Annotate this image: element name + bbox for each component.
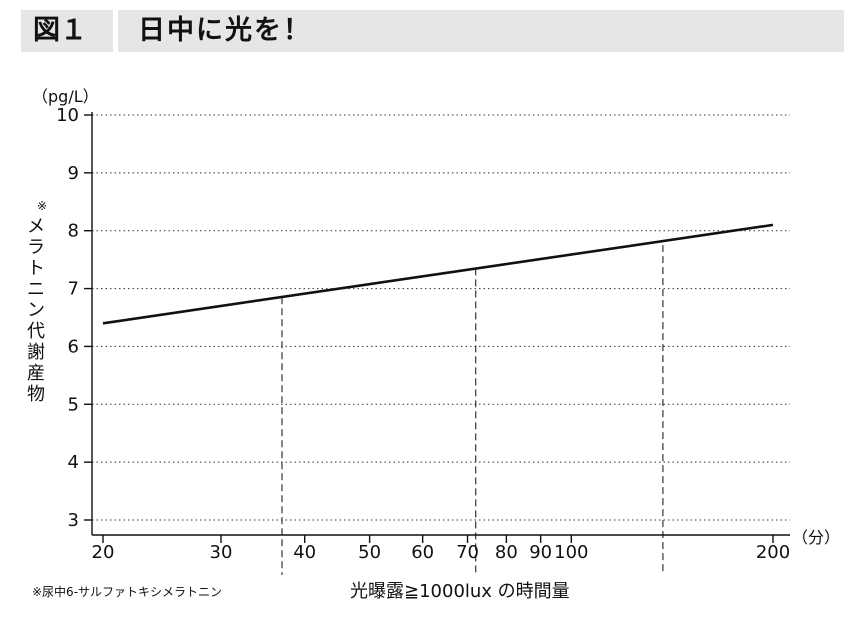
y-tick-label-4: 4 — [68, 452, 79, 473]
y-axis-label-char: メ — [27, 216, 45, 237]
series — [102, 223, 774, 325]
y-axis-label-char: ラ — [27, 237, 45, 258]
y-axis-label-char: ニ — [27, 279, 45, 300]
figure-title: 日中に光を！ — [138, 15, 312, 46]
y-tick-label-7: 7 — [68, 279, 79, 300]
series-line-1 — [102, 223, 774, 325]
y-tick-label-10: 10 — [56, 105, 79, 126]
x-tick-label-20: 20 — [92, 542, 115, 563]
y-axis-label-char: 謝 — [27, 342, 45, 363]
figure-header: 図１ 日中に光を！ — [21, 10, 844, 52]
x-tick-label-60: 60 — [411, 542, 434, 563]
y-axis-label-mark: ※ — [37, 199, 47, 213]
x-tick-label-90: 90 — [529, 542, 552, 563]
x-ticks: 20 30 40 50 60 70 80 90 100 200 — [92, 535, 790, 563]
x-axis-label: 光曝露≧1000lux の時間量 — [350, 581, 570, 602]
y-tick-label-3: 3 — [68, 510, 79, 531]
y-tick-label-9: 9 — [68, 163, 79, 184]
figure-title-box — [118, 10, 844, 52]
x-tick-label-50: 50 — [358, 542, 381, 563]
y-tick-label-8: 8 — [68, 221, 79, 242]
y-tick-label-5: 5 — [68, 394, 79, 415]
reference-lines — [281, 245, 664, 575]
x-tick-label-30: 30 — [210, 542, 233, 563]
y-axis-label-char: 産 — [27, 363, 45, 384]
x-tick-label-40: 40 — [293, 542, 316, 563]
x-unit-label: （分） — [792, 528, 840, 547]
x-tick-label-100: 100 — [554, 542, 588, 563]
x-tick-label-70: 70 — [456, 542, 479, 563]
y-tick-label-6: 6 — [68, 336, 79, 357]
x-tick-label-200: 200 — [756, 542, 790, 563]
y-ticks: 3 4 5 6 7 8 9 10 — [56, 105, 92, 531]
figure-label-box — [21, 10, 113, 52]
figure-label: 図１ — [33, 15, 87, 46]
y-axis-label-char: 代 — [27, 321, 45, 342]
y-axis-label-char: ト — [27, 258, 45, 279]
grid-lines — [92, 114, 790, 521]
y-axis-label-char: 物 — [27, 384, 45, 405]
y-axis-label-char: ン — [27, 300, 45, 321]
x-tick-label-80: 80 — [495, 542, 518, 563]
axes — [91, 112, 790, 536]
footnote: ※尿中6-サルファトキシメラトニン — [32, 584, 222, 599]
y-unit-label: （pg/L） — [32, 87, 99, 106]
